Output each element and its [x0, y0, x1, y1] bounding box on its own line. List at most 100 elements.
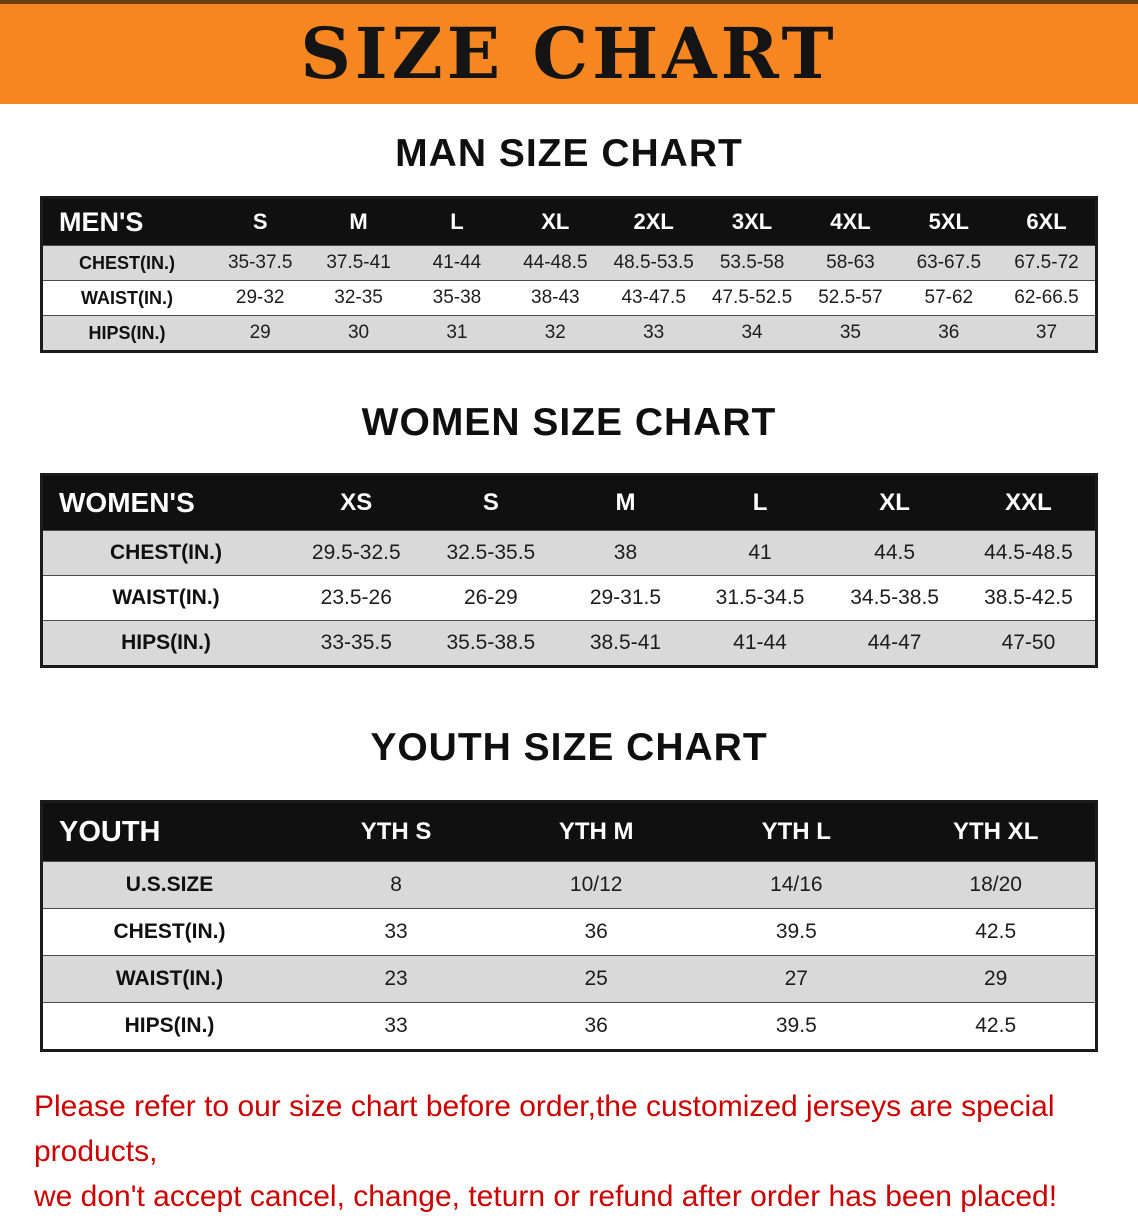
size-header-cell: XL [827, 474, 962, 531]
measurement-row: WAIST(IN.) 29-32 32-35 35-38 38-43 43-47.5 47.… [41, 280, 1097, 316]
size-value-cell: 33-35.5 [320, 631, 392, 654]
size-header-cell: YTH S [296, 801, 497, 862]
men-size-table: MEN'S S M L XL 2XL 3XL 4XL 5XL 6XL CHEST(IN.) 35-37… [40, 196, 1098, 353]
size-header-cell: XS [289, 474, 424, 531]
size-value-cell: 33 [643, 322, 665, 343]
size-value-cell: 41 [748, 541, 772, 564]
size-value-cell: 34 [741, 322, 763, 343]
measurement-row: WAIST(IN.) 23.5-26 26-29 29-31.5 31.5-34.5 34… [41, 575, 1097, 621]
size-header-cell: YTH M [496, 801, 697, 862]
size-value-cell: 10/12 [569, 873, 623, 896]
disclaimer-line-1: Please refer to our size chart before or… [34, 1090, 1055, 1168]
size-header-cell: XL [506, 197, 605, 246]
measurement-label: WAIST(IN.) [81, 287, 173, 308]
size-value-cell: 39.5 [775, 1014, 817, 1037]
women-size-table: WOMEN'S XS S M L XL XXL CHEST(IN.) 29.5-32.5 32.5… [40, 473, 1098, 668]
size-value-cell: 48.5-53.5 [613, 252, 694, 273]
measurement-row: HIPS(IN.) 33 36 39.5 42.5 [41, 1002, 1097, 1051]
size-value-cell: 29-32 [235, 287, 285, 308]
size-value-cell: 37.5-41 [326, 252, 391, 273]
youth-section-heading: YOUTH SIZE CHART [370, 726, 768, 769]
size-value-cell: 42.5 [975, 1014, 1017, 1037]
size-value-cell: 52.5-57 [818, 287, 883, 308]
size-value-cell: 41-44 [432, 252, 482, 273]
size-value-cell: 18/20 [969, 873, 1022, 896]
size-value-cell: 36 [938, 322, 960, 343]
size-value-cell: 36 [584, 920, 608, 943]
size-value-cell: 36 [584, 1014, 608, 1037]
size-value-cell: 44-48.5 [523, 252, 588, 273]
size-value-cell: 57-62 [924, 287, 974, 308]
size-value-cell: 44-47 [867, 631, 922, 654]
page-title: SIZE CHART [300, 12, 838, 95]
size-value-cell: 58-63 [826, 252, 875, 273]
size-header-cell: M [309, 197, 408, 246]
size-value-cell: 47.5-52.5 [711, 287, 793, 308]
measurement-label: U.S.SIZE [125, 873, 214, 896]
size-value-cell: 53.5-58 [719, 252, 785, 273]
size-value-cell: 67.5-72 [1014, 252, 1079, 273]
size-value-cell: 38.5-41 [589, 631, 662, 654]
size-value-cell: 39.5 [775, 920, 817, 943]
disclaimer-line-2: we don't accept cancel, change, teturn o… [34, 1180, 1058, 1213]
table-title-cell: YOUTH [41, 801, 296, 862]
youth-size-table: YOUTH YTH S YTH M YTH L YTH XL U.S.SIZE 8 10/12… [40, 800, 1098, 1052]
size-value-cell: 33 [384, 1014, 408, 1037]
women-section: WOMEN SIZE CHART WOMEN'S XS S M L XL XXL CHEST(… [0, 353, 1138, 668]
size-header-cell: L [692, 474, 828, 531]
table-title-cell: WOMEN'S [41, 474, 289, 531]
size-value-cell: 31.5-34.5 [715, 586, 805, 609]
size-value-cell: 32 [544, 322, 566, 343]
size-value-cell: 31 [446, 322, 468, 343]
measurement-row: WAIST(IN.) 23 25 27 29 [41, 955, 1097, 1003]
measurement-label: CHEST(IN.) [79, 252, 175, 273]
measurement-label: WAIST(IN.) [115, 967, 224, 990]
size-value-cell: 32.5-35.5 [446, 541, 536, 564]
measurement-row: HIPS(IN.) 33-35.5 35.5-38.5 38.5-41 41-44 44-… [41, 620, 1097, 667]
measurement-label: WAIST(IN.) [112, 586, 220, 609]
size-header-row: YOUTH YTH S YTH M YTH L YTH XL [41, 801, 1097, 862]
size-value-cell: 25 [584, 967, 608, 990]
measurement-row: HIPS(IN.) 29 30 31 32 33 34 35 36 37 [41, 315, 1097, 352]
size-header-cell: 5XL [899, 197, 998, 246]
size-value-cell: 62-66.5 [1014, 287, 1079, 308]
disclaimer: Please refer to our size chart before or… [34, 1084, 1118, 1219]
size-header-row: MEN'S S M L XL 2XL 3XL 4XL 5XL 6XL [41, 197, 1097, 246]
size-value-cell: 30 [347, 322, 370, 343]
size-value-cell: 14/16 [770, 873, 823, 896]
measurement-label: CHEST(IN.) [113, 920, 226, 943]
measurement-row: U.S.SIZE 8 10/12 14/16 18/20 [41, 861, 1097, 909]
size-header-cell: S [423, 474, 559, 531]
men-section: MAN SIZE CHART MEN'S S M L XL 2XL 3XL 4XL 5XL 6XL… [0, 104, 1138, 353]
measurement-label: HIPS(IN.) [121, 631, 211, 654]
size-header-cell: 4XL [801, 197, 900, 246]
table-title-cell: MEN'S [41, 197, 211, 246]
size-value-cell: 38 [613, 541, 638, 564]
size-value-cell: 29 [984, 967, 1008, 990]
size-value-cell: 33 [384, 920, 408, 943]
measurement-row: CHEST(IN.) 35-37.5 37.5-41 41-44 44-48.5 48.5… [41, 245, 1097, 281]
size-value-cell: 38-43 [531, 287, 580, 308]
size-value-cell: 37 [1035, 322, 1058, 343]
size-value-cell: 8 [390, 873, 402, 896]
size-value-cell: 32-35 [334, 287, 383, 308]
size-value-cell: 29-31.5 [589, 586, 662, 609]
measurement-label: CHEST(IN.) [110, 541, 222, 564]
size-value-cell: 44.5-48.5 [984, 541, 1073, 564]
youth-section: YOUTH SIZE CHART YOUTH YTH S YTH M YTH L YTH… [0, 668, 1138, 1052]
size-value-cell: 29 [249, 322, 271, 343]
size-value-cell: 35-37.5 [227, 252, 293, 273]
measurement-row: CHEST(IN.) 29.5-32.5 32.5-35.5 38 41 44.5 44.5… [41, 530, 1097, 576]
measurement-row: CHEST(IN.) 33 36 39.5 42.5 [41, 908, 1097, 956]
size-value-cell: 47-50 [1001, 631, 1056, 654]
size-header-cell: YTH L [696, 801, 897, 862]
size-value-cell: 41-44 [733, 631, 787, 654]
women-section-heading: WOMEN SIZE CHART [361, 401, 777, 444]
size-value-cell: 35-38 [432, 287, 482, 308]
size-value-cell: 23 [384, 967, 408, 990]
measurement-label: HIPS(IN.) [88, 322, 166, 343]
size-header-cell: 3XL [702, 197, 802, 246]
size-header-row: WOMEN'S XS S M L XL XXL [41, 474, 1097, 531]
size-header-cell: M [558, 474, 693, 531]
size-value-cell: 29.5-32.5 [311, 541, 401, 564]
